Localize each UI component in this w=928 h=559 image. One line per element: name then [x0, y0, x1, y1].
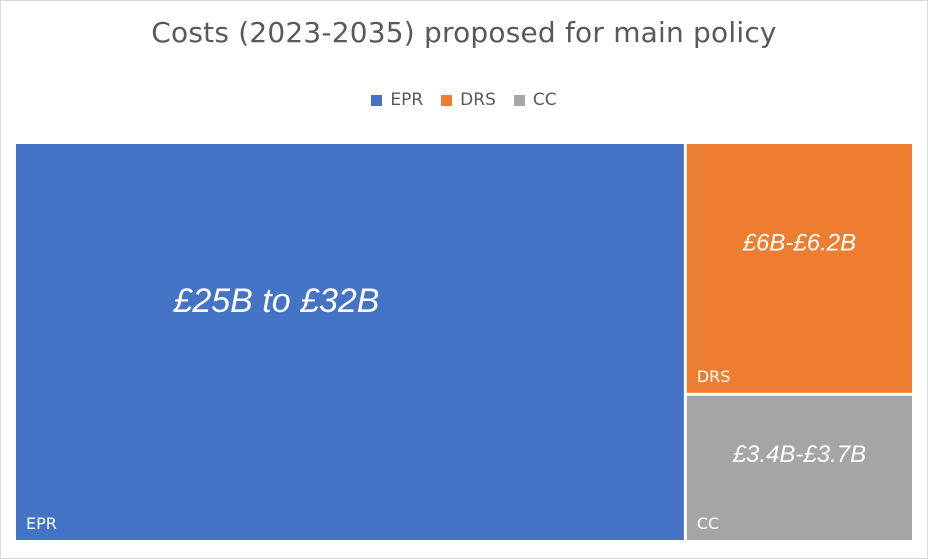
treemap-tile-drs: [686, 144, 912, 393]
chart-legend: EPR DRS CC: [0, 90, 928, 110]
chart-title: Costs (2023-2035) proposed for main poli…: [151, 16, 777, 49]
legend-item-epr: EPR: [371, 90, 423, 110]
treemap-tile-epr: [16, 144, 684, 540]
legend-label-epr: EPR: [390, 90, 424, 110]
treemap-category-label-epr: EPR: [26, 514, 57, 533]
treemap-category-label-cc: CC: [697, 514, 719, 533]
treemap-tile-cc: [686, 395, 912, 540]
treemap-value-label-drs: £6B-£6.2B: [742, 230, 856, 257]
legend-swatch-cc: [513, 94, 525, 106]
legend-item-drs: DRS: [441, 90, 496, 110]
legend-swatch-epr: [371, 94, 383, 106]
treemap-value-label-cc: £3.4B-£3.7B: [732, 441, 866, 468]
legend-swatch-drs: [441, 94, 453, 106]
treemap-category-label-drs: DRS: [697, 367, 731, 386]
legend-label-drs: DRS: [460, 90, 496, 110]
treemap-value-label-epr: £25B to £32B: [172, 282, 379, 320]
legend-label-cc: CC: [532, 90, 557, 110]
legend-item-cc: CC: [513, 90, 557, 110]
